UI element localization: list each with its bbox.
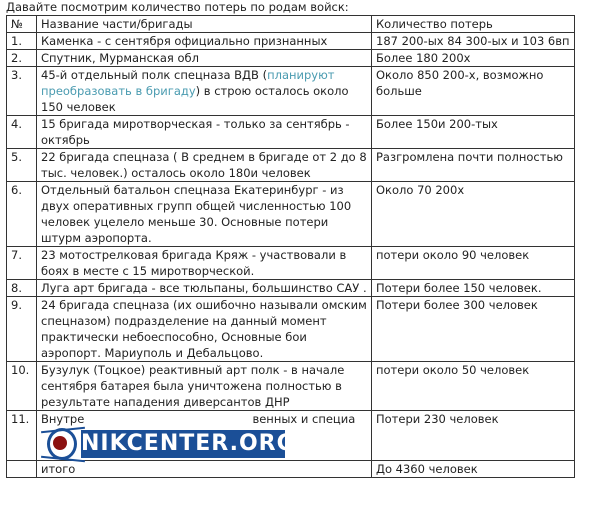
row-losses: Потери более 300 человек [371, 296, 575, 362]
row-losses: Потери 230 человек [371, 410, 575, 461]
row-number: 9. [6, 296, 37, 362]
watermark-ring-icon [47, 428, 77, 460]
row-number: 3. [6, 66, 37, 116]
table-row: 5. 22 бригада спецназа ( В среднем в бри… [6, 148, 575, 182]
row-losses: Более 150и 200-тых [371, 115, 575, 149]
watermark-text: NIKCENTER.ORG [81, 430, 296, 458]
table-row: 3. 45-й отдельный полк спецназа ВДВ (пла… [6, 66, 575, 116]
row-unit-name: 23 мотострелковая бригада Кряж - участво… [36, 246, 372, 280]
watermark-dot-icon [53, 436, 67, 450]
nikcenter-watermark: NIKCENTER.ORG [41, 426, 331, 463]
row-number: 7. [6, 246, 37, 280]
row-number [6, 460, 37, 478]
row-unit-name: 45-й отдельный полк спецназа ВДВ (планир… [36, 66, 372, 116]
table-row: 4. 15 бригада миротворческая - только за… [6, 115, 575, 149]
table-row: 6. Отдельный батальон спецназа Екатеринб… [6, 181, 575, 247]
row-unit-name-link[interactable]: планируют преобразовать в бригаду [41, 68, 335, 98]
row-unit-name: 15 бригада миротворческая - только за се… [36, 115, 372, 149]
row-losses: Потери более 150 человек. [371, 279, 575, 297]
row-unit-name: Отдельный батальон спецназа Екатеринбург… [36, 181, 372, 247]
table-row: 10. Бузулук (Тоцкое) реактивный арт полк… [6, 361, 575, 411]
row-number: 11. [6, 410, 37, 461]
total-losses: До 4360 человек [371, 460, 575, 478]
row-number: 6. [6, 181, 37, 247]
row-number: 5. [6, 148, 37, 182]
row-unit-name: Бузулук (Тоцкое) реактивный арт полк - в… [36, 361, 372, 411]
row-unit-name: 22 бригада спецназа ( В среднем в бригад… [36, 148, 372, 182]
row-losses: Около 850 200-х, возможно больше [371, 66, 575, 116]
row-losses: потери около 50 человек [371, 361, 575, 411]
header-unit-name: Название части/бригады [36, 15, 372, 33]
row-unit-name: Каменка - с сентября официально признанн… [36, 32, 372, 50]
row-number: 8. [6, 279, 37, 297]
losses-table: № Название части/бригады Количество поте… [6, 15, 575, 478]
table-row: 2. Спутник, Мурманская обл Более 180 200… [6, 49, 575, 67]
row-unit-name: 24 бригада спецназа (их ошибочно называл… [36, 296, 372, 362]
table-row: 1. Каменка - с сентября официально призн… [6, 32, 575, 50]
table-row: 11. Внутре венных и специа NIKCENTER.ORG… [6, 410, 575, 463]
row-number: 10. [6, 361, 37, 411]
intro-heading: Давайте посмотрим количество потерь по р… [6, 0, 349, 14]
row-unit-name-text: 45-й отдельный полк спецназа ВДВ ( [41, 68, 268, 82]
row-losses: Более 180 200х [371, 49, 575, 67]
header-number: № [6, 15, 37, 33]
table-header: № Название части/бригады Количество поте… [6, 15, 575, 33]
row-number: 4. [6, 115, 37, 149]
row-unit-name-tail: ) в строю осталось около 150 человек [41, 84, 349, 114]
row-losses: Разгромлена почти полностью [371, 148, 575, 182]
table-total-row: итого До 4360 человек [6, 460, 575, 478]
table-row: 8. Луга арт бригада - все тюльпаны, боль… [6, 279, 575, 297]
row-unit-name: Внутре венных и специа [41, 412, 356, 426]
row-losses: Около 70 200х [371, 181, 575, 247]
row-number: 1. [6, 32, 37, 50]
table-row: 9. 24 бригада спецназа (их ошибочно назы… [6, 296, 575, 362]
row-number: 2. [6, 49, 37, 67]
total-label: итого [36, 460, 372, 478]
row-unit-name: Луга арт бригада - все тюльпаны, большин… [36, 279, 372, 297]
row-unit-name: Спутник, Мурманская обл [36, 49, 372, 67]
row-losses: потери около 90 человек [371, 246, 575, 280]
row-unit-name-cell: Внутре венных и специа NIKCENTER.ORG [36, 410, 372, 463]
table-row: 7. 23 мотострелковая бригада Кряж - учас… [6, 246, 575, 280]
header-losses: Количество потерь [371, 15, 575, 33]
row-losses: 187 200-ых 84 300-ых и 103 6вп [371, 32, 575, 50]
